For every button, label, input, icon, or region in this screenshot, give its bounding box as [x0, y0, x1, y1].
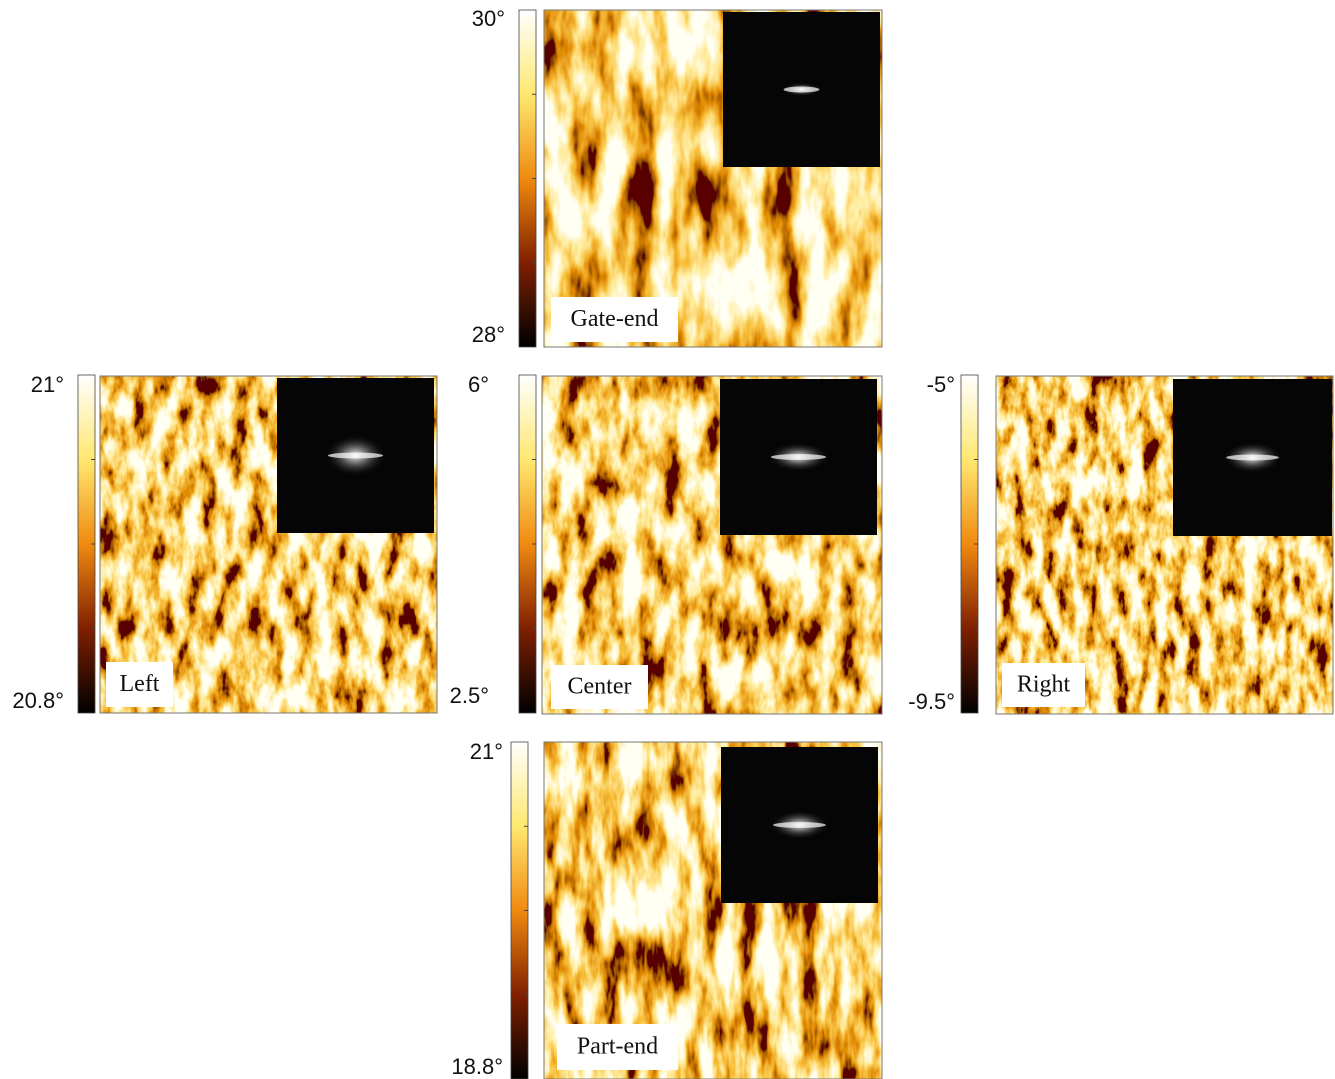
panel-label: Left	[120, 671, 160, 697]
colorbar-min-label: 20.8°	[12, 688, 64, 713]
colorbar-min-label: 18.8°	[451, 1054, 503, 1079]
colorbar-min-label: 2.5°	[450, 683, 489, 708]
colorbar-max-label: -5°	[927, 372, 955, 397]
panel-label: Part-end	[577, 1034, 658, 1060]
panel: 6° 2.5° Center	[450, 372, 882, 714]
fft-streak	[771, 454, 826, 460]
fft-streak	[1226, 455, 1279, 461]
panel-label: Gate-end	[571, 306, 659, 332]
panel: -5° -9.5° Right	[908, 372, 1333, 714]
panel-label: Center	[568, 674, 632, 700]
colorbar-max-label: 21°	[470, 739, 503, 764]
colorbar-min-label: 28°	[472, 322, 505, 347]
panel: 30° 28° Gate-end	[472, 6, 882, 347]
fft-streak	[328, 453, 383, 459]
panel-label: Right	[1017, 672, 1071, 698]
fft-streak	[773, 822, 826, 828]
panel: 21° 20.8° Left	[12, 372, 437, 713]
fft-streak	[784, 87, 820, 93]
colorbar-max-label: 30°	[472, 6, 505, 31]
panel: 21° 18.8° Part-end	[451, 739, 882, 1079]
colorbar-max-label: 6°	[468, 372, 489, 397]
colorbar-min-label: -9.5°	[908, 689, 955, 714]
figure: 30° 28° Gate-end 21° 20.8° Left 6° 2.5° Center -5…	[0, 0, 1335, 1079]
colorbar-max-label: 21°	[31, 372, 64, 397]
